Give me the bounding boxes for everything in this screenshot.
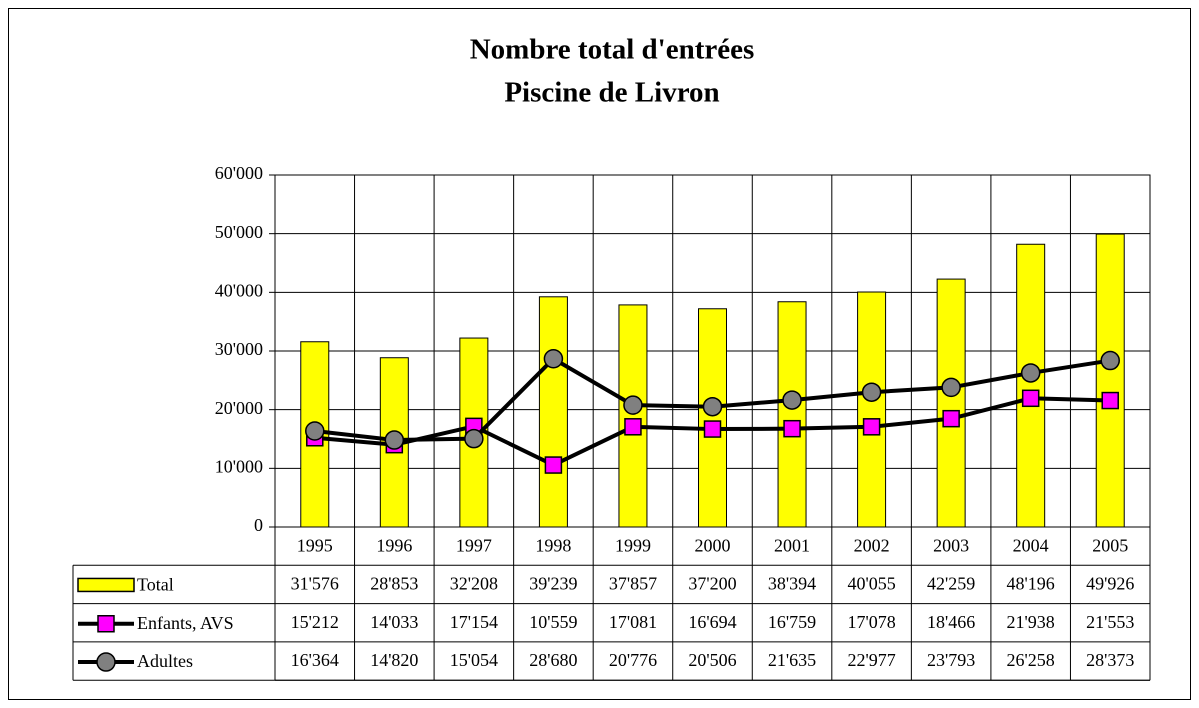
x-tick-label: 2004 bbox=[1013, 535, 1049, 555]
table-value: 20'776 bbox=[609, 650, 657, 670]
chart-title: Nombre total d'entrées bbox=[470, 34, 755, 66]
bar bbox=[1016, 243, 1046, 528]
x-tick-label: 1999 bbox=[615, 535, 651, 555]
y-tick-label: 50'000 bbox=[215, 222, 263, 242]
x-tick-label: 2001 bbox=[774, 535, 810, 555]
table-value: 40'055 bbox=[847, 574, 895, 594]
legend-swatch bbox=[77, 577, 135, 593]
x-tick-label: 2000 bbox=[695, 535, 731, 555]
marker bbox=[862, 418, 881, 436]
marker bbox=[782, 390, 802, 410]
table-value: 28'680 bbox=[529, 650, 577, 670]
bar bbox=[618, 304, 648, 528]
bar bbox=[538, 296, 568, 528]
marker bbox=[384, 430, 405, 450]
x-tick-label: 2002 bbox=[854, 535, 890, 555]
y-tick-label: 0 bbox=[254, 515, 263, 535]
table-value: 28'373 bbox=[1086, 650, 1134, 670]
table-value: 23'793 bbox=[927, 650, 975, 670]
marker bbox=[783, 419, 801, 438]
table-value: 38'394 bbox=[768, 574, 816, 594]
x-tick-label: 1998 bbox=[535, 535, 571, 555]
y-tick-label: 10'000 bbox=[215, 456, 263, 476]
bar bbox=[1095, 233, 1125, 528]
x-tick-label: 1997 bbox=[456, 535, 492, 555]
table-value: 39'239 bbox=[529, 574, 577, 594]
table-value: 21'553 bbox=[1086, 612, 1134, 632]
marker bbox=[1020, 363, 1041, 383]
table-value: 22'977 bbox=[847, 650, 895, 670]
legend-label: Adultes bbox=[137, 651, 193, 671]
table-value: 31'576 bbox=[291, 574, 339, 594]
marker bbox=[623, 395, 643, 415]
legend-marker bbox=[97, 615, 115, 633]
y-tick-label: 20'000 bbox=[215, 398, 263, 418]
x-tick-label: 1996 bbox=[376, 535, 412, 555]
marker bbox=[543, 348, 564, 369]
table-value: 17'078 bbox=[847, 612, 895, 632]
marker bbox=[305, 421, 325, 441]
marker bbox=[941, 377, 961, 398]
bar bbox=[936, 278, 966, 528]
x-tick-label: 2005 bbox=[1092, 535, 1128, 555]
table-value: 37'857 bbox=[609, 574, 657, 594]
marker bbox=[942, 409, 960, 428]
table-value: 28'853 bbox=[370, 574, 418, 594]
marker bbox=[544, 456, 563, 474]
y-tick-label: 40'000 bbox=[215, 280, 263, 300]
marker bbox=[1101, 391, 1119, 410]
bar bbox=[300, 341, 330, 528]
table-value: 15'212 bbox=[291, 612, 339, 632]
table-value: 14'820 bbox=[370, 650, 418, 670]
table-value: 21'635 bbox=[768, 650, 816, 670]
table-value: 15'054 bbox=[450, 650, 498, 670]
table-value: 18'466 bbox=[927, 612, 975, 632]
table-value: 49'926 bbox=[1086, 574, 1134, 594]
marker bbox=[1021, 389, 1040, 408]
marker bbox=[624, 418, 642, 436]
table-value: 10'559 bbox=[529, 612, 577, 632]
legend-label: Enfants, AVS bbox=[137, 613, 234, 633]
x-tick-label: 1995 bbox=[297, 535, 333, 555]
marker bbox=[703, 420, 722, 438]
table-value: 21'938 bbox=[1007, 612, 1055, 632]
table-value: 26'258 bbox=[1007, 650, 1055, 670]
table-value: 16'759 bbox=[768, 612, 816, 632]
table-value: 20'506 bbox=[688, 650, 736, 670]
table-value: 48'196 bbox=[1007, 574, 1055, 594]
table-value: 14'033 bbox=[370, 612, 418, 632]
bar bbox=[698, 308, 727, 528]
legend-marker bbox=[96, 652, 116, 672]
bar bbox=[777, 301, 807, 528]
y-tick-label: 30'000 bbox=[215, 339, 263, 359]
bar bbox=[857, 291, 887, 528]
table-value: 42'259 bbox=[927, 574, 975, 594]
table-value: 17'154 bbox=[450, 612, 498, 632]
chart-subtitle: Piscine de Livron bbox=[504, 77, 719, 109]
marker bbox=[464, 428, 484, 449]
legend-label: Total bbox=[137, 575, 174, 595]
marker bbox=[702, 396, 723, 417]
table-value: 37'200 bbox=[688, 574, 736, 594]
table-value: 16'364 bbox=[291, 650, 339, 670]
table-value: 32'208 bbox=[450, 574, 498, 594]
marker bbox=[861, 382, 882, 402]
table-value: 17'081 bbox=[609, 612, 657, 632]
marker bbox=[1100, 350, 1120, 371]
y-tick-label: 60'000 bbox=[215, 163, 263, 183]
table-value: 16'694 bbox=[688, 612, 736, 632]
x-tick-label: 2003 bbox=[933, 535, 969, 555]
